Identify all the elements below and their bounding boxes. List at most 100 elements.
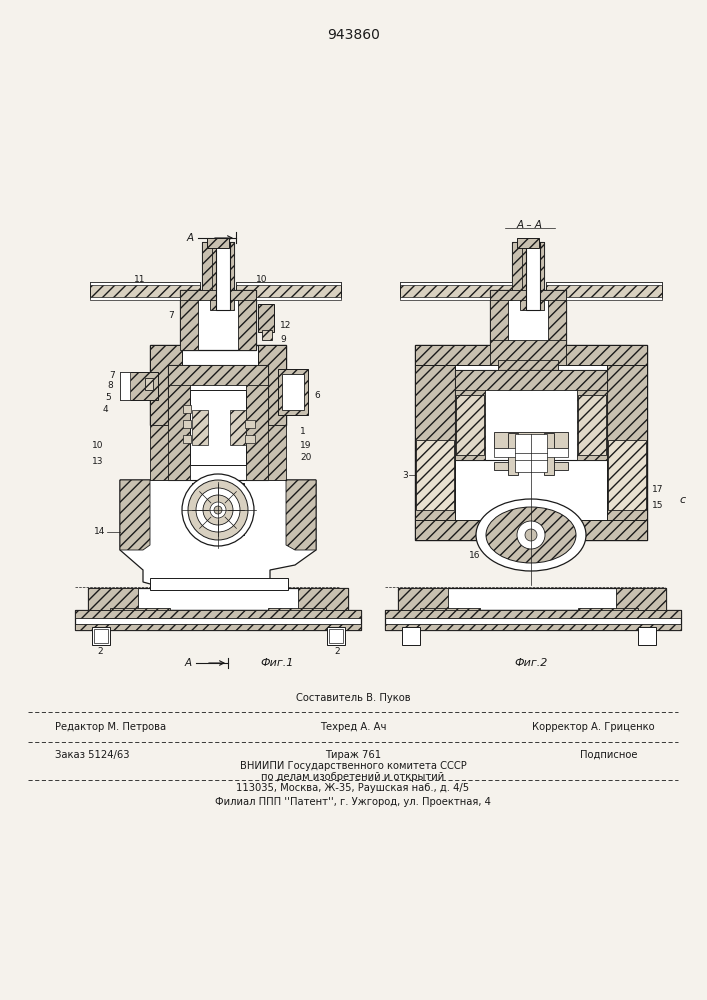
- Text: Филиал ППП ''Патент'', г. Ужгород, ул. Проектная, 4: Филиал ППП ''Патент'', г. Ужгород, ул. П…: [215, 797, 491, 807]
- Ellipse shape: [476, 499, 586, 571]
- Circle shape: [203, 495, 233, 525]
- Bar: [268, 608, 326, 618]
- Bar: [402, 627, 420, 645]
- Bar: [180, 290, 256, 300]
- Text: 113035, Москва, Ж-35, Раушская наб., д. 4/5: 113035, Москва, Ж-35, Раушская наб., д. …: [236, 783, 469, 793]
- Text: 10: 10: [91, 440, 103, 450]
- Text: 5: 5: [105, 392, 111, 401]
- Bar: [455, 370, 607, 390]
- Text: 9: 9: [280, 334, 286, 344]
- Text: 11: 11: [134, 275, 146, 284]
- Bar: [534, 242, 544, 290]
- Bar: [192, 410, 208, 445]
- Bar: [535, 242, 544, 310]
- Bar: [327, 627, 345, 645]
- Bar: [150, 345, 286, 425]
- Bar: [278, 369, 308, 415]
- Bar: [183, 435, 191, 443]
- Circle shape: [517, 521, 545, 549]
- Bar: [245, 435, 255, 443]
- Circle shape: [210, 502, 226, 518]
- Bar: [75, 610, 361, 618]
- Bar: [490, 290, 508, 350]
- Bar: [578, 608, 638, 618]
- Bar: [385, 610, 681, 618]
- Bar: [266, 425, 286, 480]
- Ellipse shape: [486, 507, 576, 563]
- Circle shape: [196, 488, 240, 532]
- Bar: [282, 374, 304, 410]
- Text: c: c: [680, 495, 686, 505]
- Bar: [490, 340, 566, 365]
- Text: Заказ 5124/63: Заказ 5124/63: [55, 750, 129, 760]
- Bar: [512, 242, 522, 290]
- Bar: [183, 420, 191, 428]
- Bar: [168, 365, 268, 480]
- Bar: [150, 578, 288, 590]
- Bar: [224, 242, 234, 290]
- Bar: [508, 433, 518, 475]
- Bar: [258, 304, 274, 332]
- Bar: [110, 608, 170, 618]
- Bar: [207, 238, 229, 248]
- Bar: [120, 372, 158, 400]
- Bar: [398, 588, 448, 610]
- Text: 2: 2: [97, 648, 103, 656]
- Bar: [638, 627, 656, 645]
- Bar: [236, 282, 341, 285]
- Bar: [90, 282, 200, 298]
- Text: 19: 19: [300, 440, 312, 450]
- Text: 12: 12: [280, 320, 291, 330]
- Text: А: А: [185, 658, 192, 668]
- Bar: [202, 242, 212, 290]
- Bar: [415, 345, 647, 365]
- Text: 3: 3: [402, 471, 408, 480]
- Circle shape: [188, 480, 248, 540]
- Bar: [526, 242, 540, 310]
- Circle shape: [182, 474, 254, 546]
- Bar: [120, 372, 130, 400]
- Bar: [298, 588, 348, 610]
- Text: А – А: А – А: [517, 220, 543, 230]
- Bar: [385, 624, 681, 630]
- Bar: [238, 290, 256, 350]
- Bar: [400, 297, 512, 300]
- Circle shape: [214, 506, 222, 514]
- Text: 4: 4: [103, 406, 108, 414]
- Bar: [517, 238, 539, 248]
- Polygon shape: [120, 480, 150, 550]
- Bar: [236, 297, 341, 300]
- Bar: [90, 282, 200, 285]
- Bar: [202, 242, 234, 290]
- Bar: [192, 483, 244, 535]
- Bar: [415, 345, 647, 540]
- Bar: [607, 345, 647, 540]
- Bar: [180, 290, 256, 350]
- Bar: [168, 365, 268, 385]
- Bar: [190, 390, 246, 465]
- Text: ВНИИПИ Государственного комитета СССР: ВНИИПИ Государственного комитета СССР: [240, 761, 467, 771]
- Text: Корректор А. Гриценко: Корректор А. Гриценко: [532, 722, 655, 732]
- Bar: [94, 629, 108, 643]
- Text: 10: 10: [256, 275, 268, 284]
- Bar: [616, 588, 666, 610]
- Bar: [210, 242, 219, 310]
- Bar: [494, 448, 568, 457]
- Bar: [578, 395, 606, 455]
- Bar: [544, 433, 554, 475]
- Bar: [88, 588, 348, 610]
- Polygon shape: [286, 480, 316, 550]
- Bar: [415, 345, 455, 540]
- Bar: [150, 345, 182, 425]
- Bar: [490, 290, 566, 300]
- Bar: [230, 410, 246, 445]
- Bar: [75, 624, 361, 630]
- Bar: [216, 242, 230, 310]
- Text: Фиг.1: Фиг.1: [260, 658, 293, 668]
- Bar: [262, 330, 272, 340]
- Bar: [548, 290, 566, 350]
- Bar: [180, 290, 198, 350]
- Bar: [494, 432, 568, 448]
- Bar: [512, 242, 544, 290]
- Text: Составитель В. Пуков: Составитель В. Пуков: [296, 693, 410, 703]
